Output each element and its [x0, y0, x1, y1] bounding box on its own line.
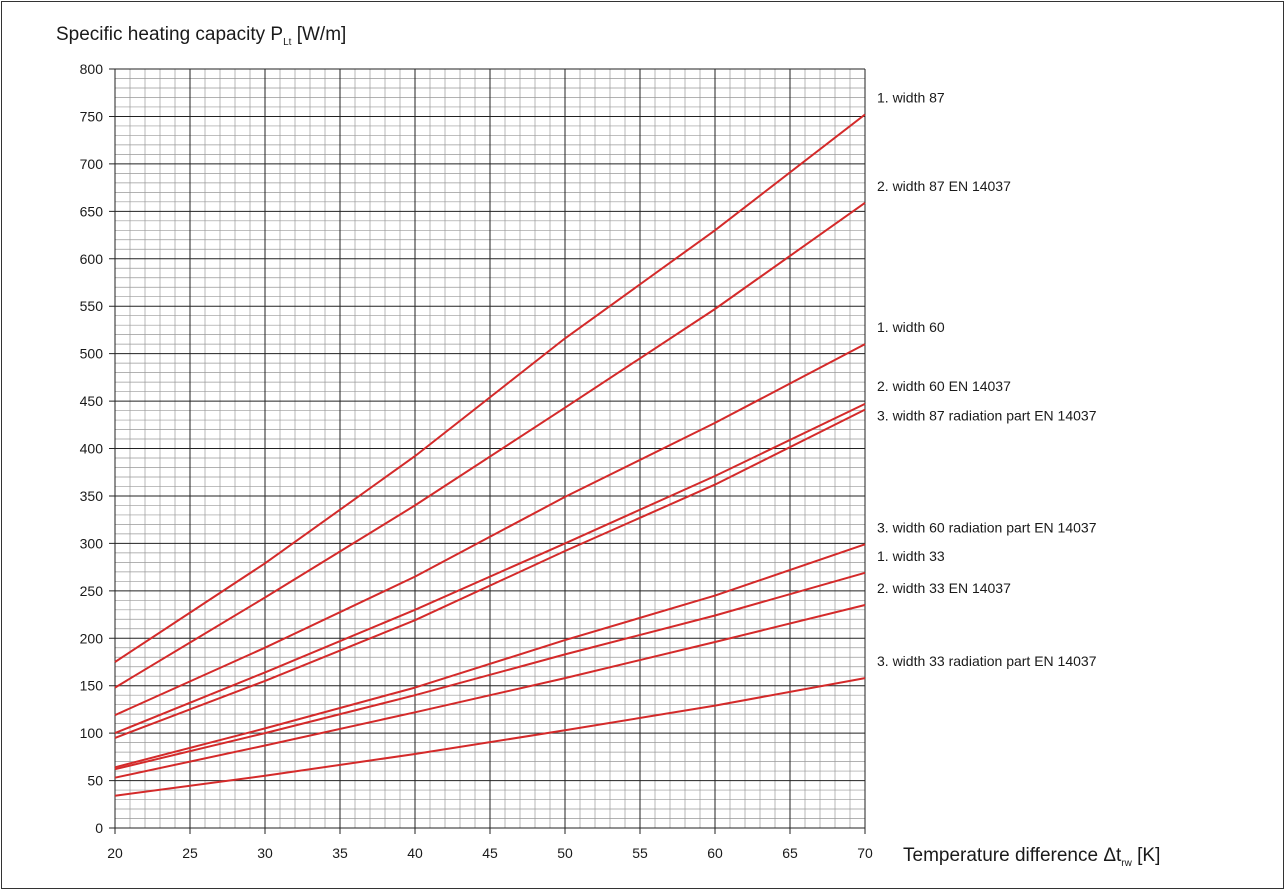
x-tick-label: 30	[257, 845, 273, 861]
x-tick-label: 70	[857, 845, 873, 861]
y-tick-label: 300	[80, 535, 104, 551]
y-tick-label: 200	[80, 630, 104, 646]
y-tick-label: 0	[95, 820, 103, 836]
series-label: 3. width 60 radiation part EN 14037	[877, 519, 1097, 535]
series-line	[114, 402, 866, 735]
y-tick-label: 150	[80, 678, 104, 694]
series-label: 1. width 87	[877, 90, 945, 106]
y-tick-label: 400	[80, 441, 104, 457]
series-line	[114, 201, 866, 689]
series-label: 2. width 33 EN 14037	[877, 580, 1011, 596]
series-label: 3. width 87 radiation part EN 14037	[877, 408, 1097, 424]
series-label: 1. width 33	[877, 548, 945, 564]
series-line	[114, 408, 866, 739]
series-lines	[114, 113, 866, 797]
x-tick-label: 40	[407, 845, 423, 861]
series-line	[114, 677, 866, 797]
y-tick-label: 700	[80, 156, 104, 172]
y-tick-label: 800	[80, 61, 104, 77]
y-tick-label: 500	[80, 346, 104, 362]
x-tick-label: 50	[557, 845, 573, 861]
major-grid	[109, 68, 866, 834]
x-axis-title-subscript: rw	[1121, 858, 1132, 869]
y-tick-label: 550	[80, 298, 104, 314]
x-axis-title-main: Temperature difference Δt	[903, 845, 1122, 866]
series-line	[114, 113, 866, 663]
x-tick-labels: 20 25 30 35 40 45 50 55 60 65 70	[107, 845, 873, 861]
x-tick-label: 35	[332, 845, 348, 861]
series-label: 3. width 33 radiation part EN 14037	[877, 653, 1097, 669]
x-tick-label: 45	[482, 845, 498, 861]
x-tick-label: 20	[107, 845, 123, 861]
y-tick-label: 450	[80, 393, 104, 409]
y-tick-label: 350	[80, 488, 104, 504]
y-axis-title-subscript: Lt	[283, 37, 292, 48]
series-line	[114, 571, 866, 771]
y-tick-label: 750	[80, 108, 104, 124]
x-tick-label: 65	[782, 845, 798, 861]
x-tick-label: 55	[632, 845, 648, 861]
series-label: 2. width 87 EN 14037	[877, 178, 1011, 194]
series-label: 2. width 60 EN 14037	[877, 378, 1011, 394]
y-tick-label: 50	[87, 773, 103, 789]
series-label: 1. width 60	[877, 319, 945, 335]
x-axis-title: Temperature difference Δtrw [K]	[903, 845, 1160, 869]
x-tick-label: 25	[182, 845, 198, 861]
series-labels: 1. width 87 2. width 87 EN 14037 1. width …	[877, 90, 1097, 670]
y-axis-title-main: Specific heating capacity P	[56, 24, 283, 45]
y-tick-labels: 0 50 100 150 200 250 300 350 400 450 500 550 600 650 7…	[80, 61, 104, 836]
y-axis-title-unit: [W/m]	[291, 24, 346, 45]
x-tick-label: 60	[707, 845, 723, 861]
y-tick-label: 600	[80, 251, 104, 267]
x-axis-title-unit: [K]	[1132, 845, 1161, 866]
y-tick-label: 650	[80, 203, 104, 219]
series-line	[114, 343, 866, 717]
series-line	[114, 543, 866, 769]
series-line	[114, 604, 866, 779]
y-tick-label: 250	[80, 583, 104, 599]
y-axis-title: Specific heating capacity PLt [W/m]	[56, 24, 346, 48]
y-tick-label: 100	[80, 725, 104, 741]
